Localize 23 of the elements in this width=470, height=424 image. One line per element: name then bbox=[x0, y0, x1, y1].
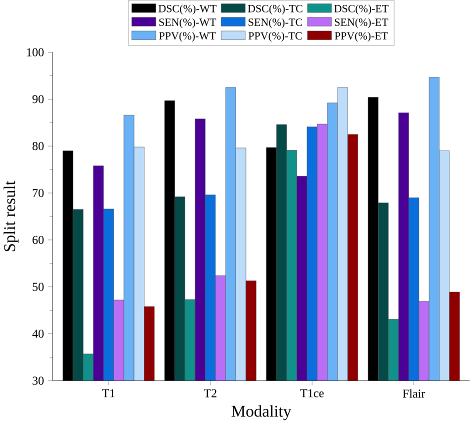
y-tick-label: 50 bbox=[32, 282, 44, 291]
y-tick-label: 90 bbox=[32, 95, 44, 104]
legend-label: SEN(%)-ET bbox=[334, 18, 388, 28]
legend-label: SEN(%)-TC bbox=[248, 18, 302, 28]
x-axis-title: Modality bbox=[232, 405, 292, 420]
y-tick-label: 80 bbox=[32, 142, 44, 150]
y-axis-title: Split result bbox=[4, 180, 19, 252]
x-tick-label: T1ce bbox=[300, 389, 324, 398]
legend-label: PPV(%)-ET bbox=[334, 32, 388, 42]
y-tick-label: 100 bbox=[27, 48, 44, 56]
legend-label: DSC(%)-ET bbox=[334, 4, 388, 15]
y-tick-label: 40 bbox=[32, 330, 44, 338]
x-tick-label: T2 bbox=[204, 389, 216, 398]
legend-label: DSC(%)-WT bbox=[158, 4, 216, 15]
y-tick-label: 70 bbox=[32, 189, 44, 198]
x-tick-label: T1 bbox=[102, 389, 115, 398]
y-tick-label: 30 bbox=[32, 376, 44, 385]
legend-label: DSC(%)-TC bbox=[248, 4, 302, 15]
y-tick-label: 60 bbox=[32, 236, 44, 244]
x-tick-label: Flair bbox=[402, 389, 426, 398]
legend-label: SEN(%)-WT bbox=[159, 18, 216, 28]
legend-label: PPV(%)-WT bbox=[159, 32, 216, 42]
legend-label: PPV(%)-TC bbox=[248, 32, 302, 42]
